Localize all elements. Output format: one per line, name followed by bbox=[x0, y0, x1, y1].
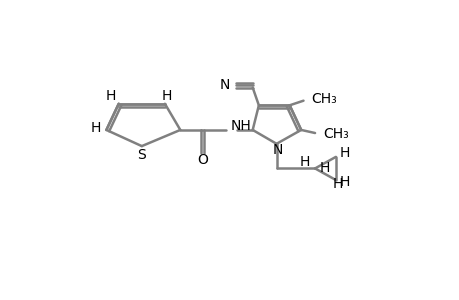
Text: H: H bbox=[339, 175, 349, 189]
Text: H: H bbox=[319, 161, 330, 176]
Text: H: H bbox=[331, 177, 342, 191]
Text: H: H bbox=[106, 89, 116, 103]
Text: H: H bbox=[161, 89, 171, 103]
Text: H: H bbox=[90, 122, 101, 135]
Text: S: S bbox=[137, 148, 146, 162]
Text: H: H bbox=[339, 146, 349, 160]
Text: NH: NH bbox=[230, 119, 251, 133]
Text: H: H bbox=[299, 155, 309, 169]
Text: CH₃: CH₃ bbox=[322, 127, 348, 141]
Text: N: N bbox=[219, 78, 230, 92]
Text: O: O bbox=[197, 153, 207, 167]
Text: N: N bbox=[272, 143, 282, 157]
Text: CH₃: CH₃ bbox=[311, 92, 336, 106]
